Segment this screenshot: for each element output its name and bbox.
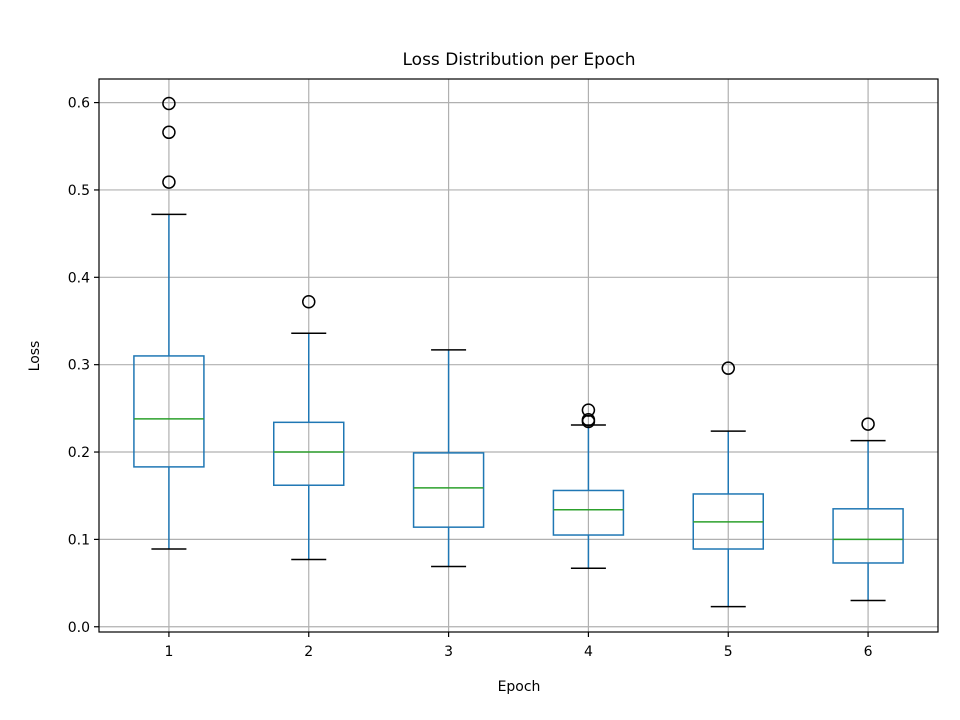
iqr-box [412,452,485,528]
iqr-box [552,489,625,536]
box-epoch-5 [692,361,764,608]
outlier-point [721,361,735,375]
x-tick-label: 2 [304,644,313,660]
x-axis-label: Epoch [498,679,541,695]
x-tick-label: 3 [444,644,453,660]
y-axis-label: Loss [27,341,43,372]
box-layer [133,96,904,608]
x-tick-label: 4 [584,644,593,660]
y-tick-label: 0.0 [68,620,90,636]
outlier-point [162,125,176,140]
box-epoch-4 [552,403,625,569]
iqr-box [832,508,904,564]
box-epoch-1 [133,96,205,550]
y-tick-label: 0.2 [68,445,90,461]
outlier-point [302,295,316,309]
y-tick-label: 0.3 [68,358,90,374]
box-epoch-2 [273,295,345,561]
y-tick-label: 0.4 [68,270,90,286]
outlier-point [162,175,176,189]
grid-layer [99,79,938,632]
iqr-box [273,421,345,486]
box-epoch-3 [412,349,485,568]
plot-frame [98,78,939,633]
outlier-point [861,417,875,431]
outlier-point [581,403,596,417]
x-tick-label: 1 [164,644,173,660]
iqr-box [133,355,205,468]
outlier-point [581,412,596,427]
y-tick-label: 0.1 [68,532,90,548]
y-tick-label: 0.6 [68,96,90,112]
tick-layer: 0.0 0.1 0.2 0.3 0.4 0.5 0.6 1 2 3 4 5 6 [68,96,873,660]
x-tick-label: 6 [864,644,873,660]
y-tick-label: 0.5 [68,183,90,199]
box-epoch-6 [832,417,904,602]
outlier-point [162,96,176,111]
x-tick-label: 5 [724,644,733,660]
chart-title: Loss Distribution per Epoch [403,50,636,70]
